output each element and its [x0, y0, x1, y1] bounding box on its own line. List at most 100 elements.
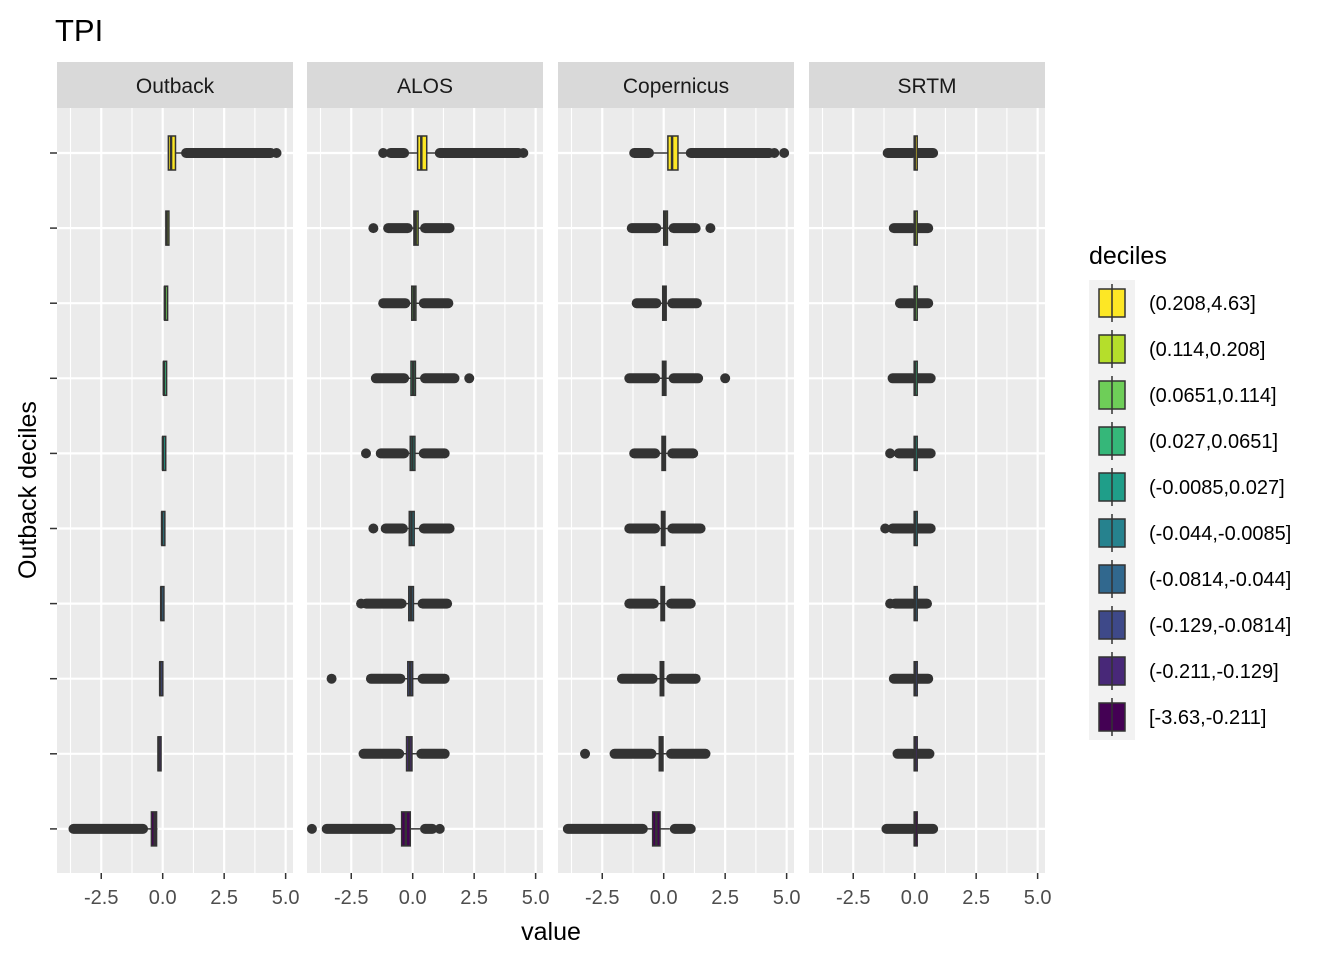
outlier-point: [306, 823, 317, 834]
outlier-point: [880, 523, 891, 534]
boxplot-alos-row-9: [306, 811, 445, 847]
legend-label: (-0.044,-0.0085]: [1149, 523, 1291, 545]
boxplot-srtm-row-3: [887, 360, 936, 397]
boxplot-alos-row-1: [368, 210, 455, 246]
outlier-point: [464, 373, 475, 384]
legend-label: (0.0651,0.114]: [1149, 385, 1277, 407]
boxplot-copernicus-row-9: [562, 811, 696, 847]
boxplot-alos-row-0: [378, 135, 529, 171]
boxplot-alos-row-4: [361, 435, 450, 472]
boxplot-srtm-row-6: [885, 585, 932, 622]
panels-group: Outback -2.5 0.0 2.5 5.0 ALOS -2.5 0.0 2.5 5.0 Cop…: [57, 62, 1052, 909]
boxplot-copernicus-row-7: [616, 660, 701, 697]
outlier-point: [769, 148, 780, 158]
legend: deciles (0.208,4.63] (0.114,0.208] (0.0651…: [1089, 242, 1291, 740]
boxplot-copernicus-row-0: [629, 135, 790, 171]
legend-label: (-0.0814,-0.044]: [1149, 569, 1291, 591]
outlier-point: [368, 223, 379, 234]
legend-item: (-0.129,-0.0814]: [1098, 606, 1291, 644]
boxplot-outback-row-5: [160, 510, 166, 547]
outlier-point: [356, 598, 367, 609]
x-tick-label: 2.5: [962, 887, 990, 909]
boxplot-copernicus-row-5: [624, 510, 706, 547]
x-tick-label: -2.5: [84, 887, 118, 909]
boxplot-alos-row-3: [370, 360, 475, 397]
boxplot-outback-row-1: [165, 210, 170, 246]
chart-title: TPI: [55, 13, 103, 48]
boxplot-srtm-row-8: [892, 736, 935, 772]
boxplot-outback-row-7: [158, 660, 164, 697]
legend-title: deciles: [1089, 242, 1167, 270]
boxplot-copernicus-row-8: [580, 736, 711, 772]
x-tick-label: 0.0: [399, 887, 427, 909]
boxplot-outback-row-8: [157, 736, 162, 772]
legend-item: (0.208,4.63]: [1098, 284, 1256, 322]
outlier-point: [720, 373, 731, 384]
y-axis: [50, 152, 57, 830]
strip-label: ALOS: [397, 75, 453, 98]
boxplot-copernicus-row-3: [624, 360, 731, 397]
boxplot-outback-row-2: [163, 285, 169, 321]
strip-label: Copernicus: [623, 75, 729, 98]
x-tick-label: 2.5: [460, 887, 488, 909]
boxplot-alos-row-7: [326, 660, 450, 697]
strip-label: Outback: [136, 75, 215, 98]
strip-background: [307, 62, 543, 108]
boxplot-alos-row-5: [368, 510, 455, 547]
legend-item: (0.027,0.0651]: [1098, 422, 1278, 460]
x-tick-label: 2.5: [210, 887, 238, 909]
x-tick-label: 5.0: [773, 887, 801, 909]
boxplot-alos-row-6: [356, 585, 453, 622]
outlier-point: [518, 148, 529, 158]
x-tick-label: 0.0: [650, 887, 678, 909]
x-tick-label: -2.5: [334, 887, 368, 909]
x-tick-label: 2.5: [711, 887, 739, 909]
boxplot-srtm-row-4: [885, 435, 936, 472]
boxplot-copernicus-row-2: [631, 285, 702, 321]
outlier-point: [580, 748, 591, 759]
boxplot-srtm-row-9: [881, 811, 939, 847]
boxplot-srtm-row-1: [888, 210, 934, 246]
x-tick-label: 0.0: [901, 887, 929, 909]
legend-item: (-0.211,-0.129]: [1098, 652, 1279, 690]
panel-alos: ALOS -2.5 0.0 2.5 5.0: [306, 62, 550, 909]
legend-label: (0.208,4.63]: [1149, 293, 1256, 315]
boxplot-outback-row-3: [162, 360, 168, 397]
strip-background: [558, 62, 794, 108]
boxplot-srtm-row-7: [888, 660, 934, 697]
panel-background: [558, 108, 794, 873]
panel-srtm: SRTM -2.5 0.0 2.5 5.0: [809, 62, 1052, 909]
legend-item: (0.114,0.208]: [1098, 330, 1265, 368]
x-tick-label: -2.5: [585, 887, 619, 909]
boxplot-copernicus-row-4: [629, 435, 699, 472]
boxplot-outback-row-0: [167, 135, 282, 171]
legend-item: (0.0651,0.114]: [1098, 376, 1277, 414]
boxplot-srtm-row-2: [894, 285, 934, 321]
boxplot-copernicus-row-6: [624, 585, 696, 622]
boxplot-outback-row-4: [161, 435, 167, 472]
outlier-point: [885, 448, 896, 459]
boxplot-srtm-row-5: [880, 510, 936, 547]
legend-label: (0.027,0.0651]: [1149, 431, 1278, 453]
boxplot-outback-row-6: [159, 585, 165, 622]
boxplot-srtm-row-0: [882, 135, 939, 171]
outlier-point: [705, 223, 716, 234]
x-tick-label: 5.0: [1024, 887, 1052, 909]
boxplot-outback-row-9: [68, 811, 158, 847]
strip-background: [809, 62, 1045, 108]
outlier-point: [271, 148, 282, 158]
panel-background: [809, 108, 1045, 873]
outlier-point: [326, 673, 337, 684]
strip-background: [57, 62, 293, 108]
boxplot-copernicus-row-1: [626, 210, 716, 246]
x-tick-label: 5.0: [522, 887, 550, 909]
panel-background: [307, 108, 543, 873]
legend-label: (-0.211,-0.129]: [1149, 661, 1279, 683]
boxplot-alos-row-2: [378, 285, 454, 321]
strip-label: SRTM: [897, 75, 956, 98]
x-axis-title: value: [521, 918, 581, 946]
y-axis-title: Outback deciles: [14, 401, 42, 579]
outlier-point: [368, 523, 379, 534]
legend-label: (-0.0085,0.027]: [1149, 477, 1285, 499]
